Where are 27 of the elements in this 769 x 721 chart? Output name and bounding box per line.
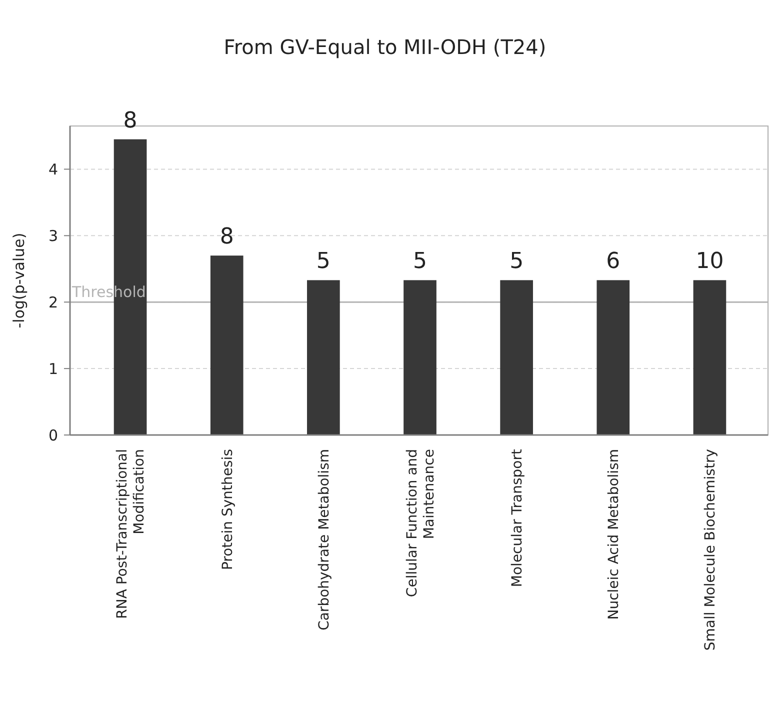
annotation: 8	[220, 224, 234, 250]
x-tick-label: Nucleic Acid Metabolism	[606, 449, 622, 620]
annotation: 5	[413, 249, 427, 274]
annotation: 10	[696, 249, 724, 274]
x-tick-label: Carbohydrate Metabolism	[316, 449, 332, 630]
chart-title: From GV-Equal to MII-ODH (T24)	[224, 35, 546, 59]
annotation: 5	[510, 249, 524, 274]
x-tick-label: Molecular Transport	[509, 448, 526, 588]
y-tick-label: 0	[48, 426, 58, 444]
annotation: 5	[316, 249, 330, 274]
bar	[210, 256, 244, 435]
y-tick-label: 2	[48, 293, 58, 312]
x-tick-label: Cellular Function and Maintenance	[404, 449, 438, 598]
y-tick-label: 4	[48, 160, 58, 178]
y-tick-label: 3	[48, 226, 58, 245]
bar	[500, 280, 533, 435]
x-tick-label: Small Molecule Biochemistry	[702, 449, 719, 651]
bar	[307, 280, 340, 435]
annotation: 6	[606, 249, 620, 274]
x-tick-label: RNA Post-Transcriptional Modification	[114, 449, 148, 619]
x-tick-label: Protein Synthesis	[220, 449, 236, 570]
bar	[693, 280, 726, 435]
bar	[596, 280, 630, 435]
y-axis-title: -log(p-value)	[10, 232, 28, 328]
annotation: 8	[123, 108, 138, 134]
y-tick-label: 1	[48, 360, 58, 378]
bar	[404, 280, 436, 435]
